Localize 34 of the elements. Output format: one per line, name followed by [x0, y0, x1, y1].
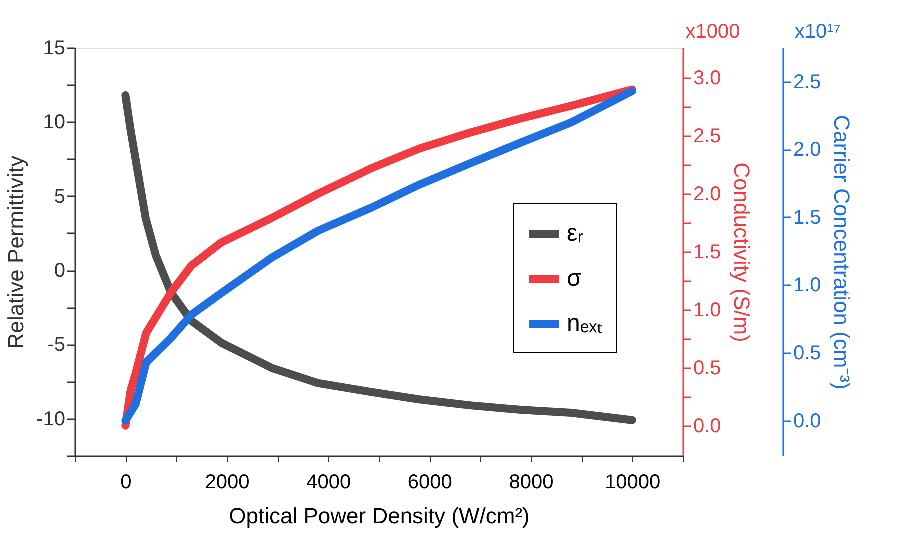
text: x1000 [686, 21, 740, 43]
y3-tick-label: 1.0 [794, 274, 822, 297]
y-tick-label: -10 [36, 408, 66, 430]
y3-axis-title: Carrier Concentration (cm⁻³) [829, 115, 854, 390]
y3-tick-label: 0.5 [794, 342, 822, 364]
x-axis-title: Optical Power Density (W/cm²) [229, 504, 530, 528]
x-tick-label: 2000 [205, 472, 250, 494]
x-tick-label: 4000 [306, 472, 352, 494]
y-tick-label: 10 [43, 112, 66, 134]
y-tick-label: 5 [54, 186, 66, 208]
y3-tick-label: 2.0 [794, 139, 822, 162]
y2-tick-label: 1.0 [694, 299, 722, 322]
y2-tick-label: 1.5 [694, 242, 722, 264]
x-tick-label: 10000 [605, 472, 661, 494]
y3-tick-label: 2.5 [794, 71, 822, 94]
text: x10¹⁷ [794, 21, 842, 43]
y-axis-title: Relative Permittivity [4, 156, 29, 350]
y2-tick-label: 2.0 [694, 184, 722, 206]
y2-axis-title: Conductivity (S/m) [729, 162, 754, 342]
y2-tick-label: 0.5 [694, 357, 722, 380]
legend-label: σ [567, 265, 582, 292]
x-tick-label: 6000 [408, 472, 452, 494]
x-tick-label: 8000 [509, 472, 554, 494]
y2-tick-label: 0.0 [694, 415, 722, 438]
x-tick-label: 0 [120, 472, 132, 494]
y-tick-label: 15 [43, 38, 66, 60]
legend-label: εᵣ [567, 220, 584, 248]
y3-tick-label: 1.5 [794, 206, 822, 229]
y2-tick-label: 2.5 [694, 126, 722, 148]
y2-tick-label: 3.0 [694, 68, 722, 90]
y-tick-label: 0 [54, 260, 66, 282]
y-tick-label: -5 [48, 334, 66, 356]
y3-tick-label: 0.0 [794, 410, 822, 432]
legend-label: nₑₓₜ [567, 310, 604, 338]
